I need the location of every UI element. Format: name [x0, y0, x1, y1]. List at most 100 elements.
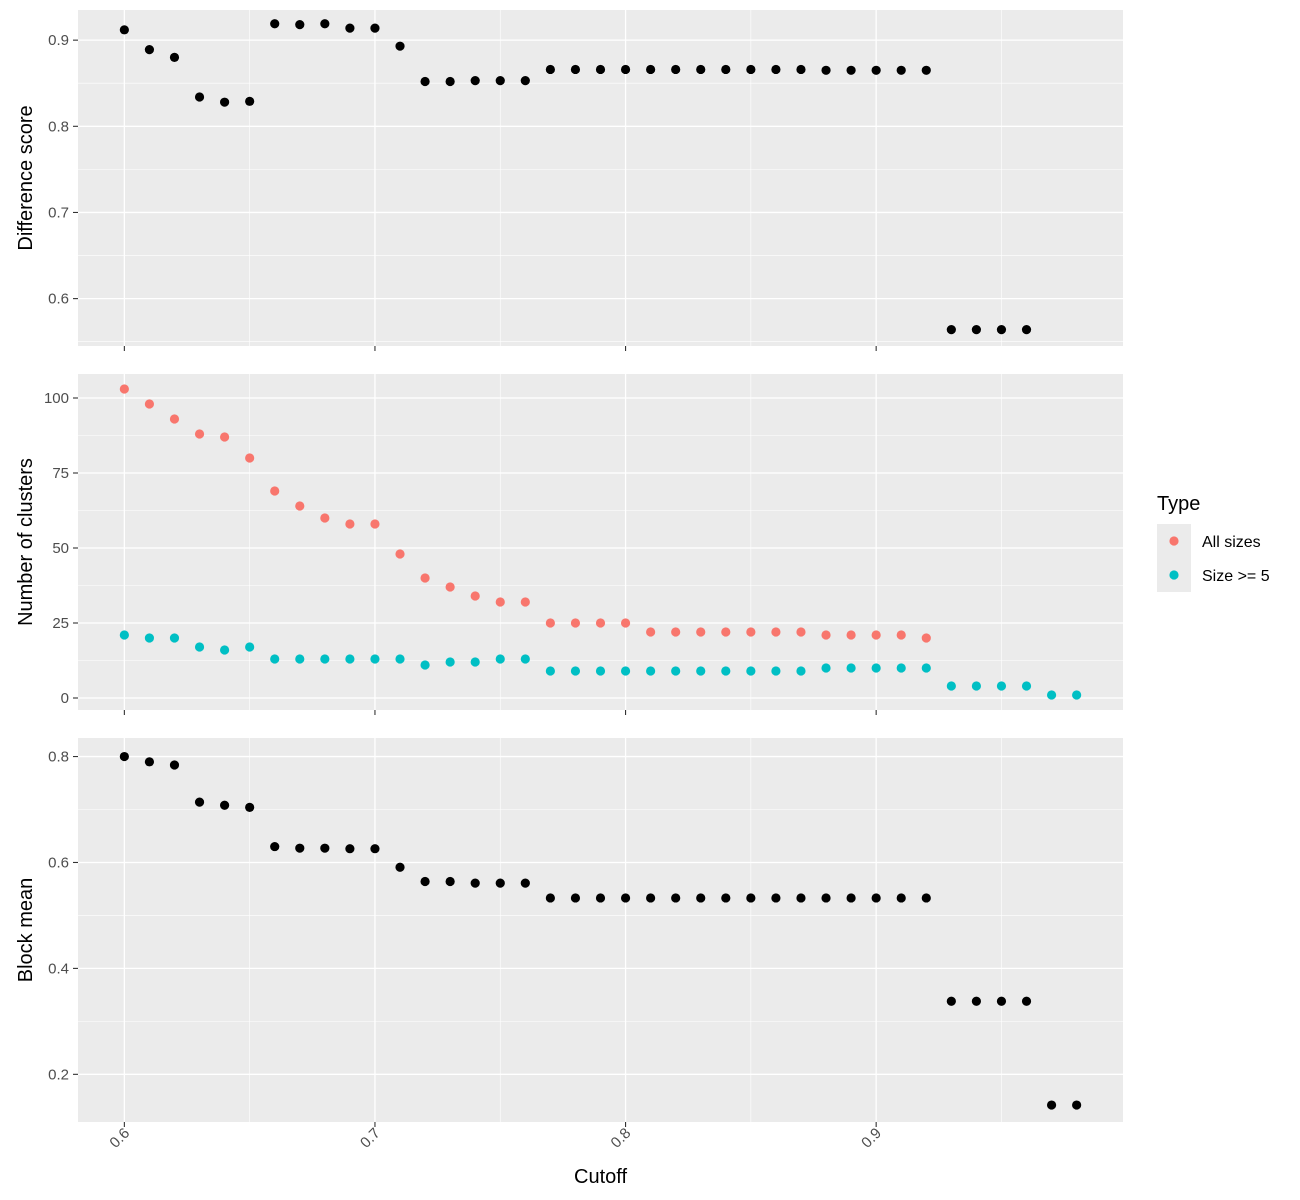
- data-point: [1021, 996, 1032, 1006]
- data-point: [946, 681, 956, 691]
- data-point: [370, 23, 380, 33]
- data-point: [144, 633, 155, 643]
- legend-label: Size >= 5: [1202, 568, 1270, 585]
- data-point: [545, 618, 555, 628]
- y-tick-label: 0.6: [48, 854, 69, 871]
- data-point: [595, 893, 606, 903]
- data-point: [896, 630, 906, 640]
- data-point: [169, 760, 180, 770]
- data-point: [570, 64, 581, 75]
- data-point: [796, 666, 806, 676]
- data-point: [119, 630, 129, 640]
- data-point: [771, 893, 781, 903]
- series-2-2: [119, 630, 1082, 700]
- data-point: [295, 843, 305, 853]
- data-point: [996, 325, 1007, 335]
- data-point: [896, 65, 906, 75]
- x-tick-label: 0.9: [858, 1125, 885, 1152]
- data-point: [1021, 681, 1032, 691]
- y-tick-label: 0.9: [48, 32, 69, 49]
- data-point: [320, 654, 330, 664]
- data-point: [445, 76, 455, 87]
- data-point: [771, 666, 781, 676]
- data-point: [671, 64, 681, 75]
- y-tick-label: 25: [52, 615, 69, 632]
- data-point: [746, 666, 756, 676]
- data-point: [696, 893, 706, 903]
- data-point: [119, 25, 129, 35]
- series-3-1: [119, 751, 1082, 1110]
- data-point: [220, 97, 230, 107]
- data-point: [620, 893, 631, 903]
- data-point: [470, 591, 480, 601]
- data-point: [821, 893, 831, 903]
- data-point: [646, 893, 656, 903]
- data-point: [1072, 690, 1082, 700]
- data-point: [495, 654, 505, 664]
- data-point: [270, 486, 280, 496]
- data-point: [921, 65, 931, 75]
- data-point: [871, 893, 881, 903]
- data-point: [420, 660, 430, 670]
- data-point: [220, 800, 230, 810]
- data-point: [996, 681, 1007, 691]
- data-point: [671, 666, 681, 676]
- data-point: [420, 876, 430, 887]
- data-point: [370, 654, 380, 664]
- data-point: [245, 96, 255, 106]
- data-point: [470, 878, 480, 888]
- data-point: [119, 751, 129, 762]
- data-point: [295, 20, 305, 30]
- data-point: [119, 384, 129, 394]
- y-axis-title: Difference score: [15, 105, 37, 250]
- y-tick-label: 0.6: [48, 291, 69, 308]
- x-axis-title: Cutoff: [574, 1166, 627, 1188]
- panel-background: [78, 374, 1123, 710]
- data-point: [846, 630, 856, 640]
- data-point: [345, 519, 355, 529]
- data-point: [671, 893, 681, 903]
- data-point: [144, 757, 155, 767]
- data-point: [295, 501, 305, 511]
- panel-background: [78, 10, 1123, 346]
- data-point: [946, 325, 956, 335]
- y-tick-label: 0.4: [48, 960, 69, 977]
- data-point: [1021, 325, 1032, 335]
- data-point: [871, 65, 881, 75]
- x-tick-label: 0.8: [608, 1125, 635, 1152]
- data-point: [796, 627, 806, 637]
- data-point: [395, 862, 405, 872]
- data-point: [971, 681, 981, 691]
- data-point: [520, 654, 530, 664]
- data-point: [721, 893, 731, 903]
- data-point: [996, 996, 1007, 1006]
- data-point: [320, 19, 330, 29]
- data-point: [270, 19, 280, 29]
- data-point: [595, 666, 606, 676]
- data-point: [1046, 690, 1057, 700]
- data-point: [746, 627, 756, 637]
- data-point: [921, 893, 931, 903]
- data-point: [169, 52, 180, 62]
- data-point: [971, 325, 981, 335]
- legend-key-point: [1169, 570, 1179, 580]
- series-2-1: [119, 384, 931, 643]
- data-point: [470, 76, 480, 86]
- data-point: [1046, 1100, 1057, 1110]
- data-point: [721, 666, 731, 676]
- data-point: [245, 453, 255, 463]
- data-point: [169, 633, 180, 643]
- x-tick-label: 0.6: [106, 1125, 133, 1152]
- data-point: [821, 663, 831, 673]
- data-point: [495, 597, 505, 607]
- data-point: [345, 654, 355, 664]
- data-point: [821, 630, 831, 640]
- data-point: [771, 64, 781, 75]
- legend-label: All sizes: [1202, 534, 1261, 551]
- data-point: [721, 627, 731, 637]
- legend: Type All sizes Size >= 5: [1157, 493, 1270, 592]
- y-tick-label: 0.8: [48, 118, 69, 135]
- data-point: [520, 597, 530, 607]
- data-point: [946, 996, 956, 1006]
- data-point: [395, 654, 405, 664]
